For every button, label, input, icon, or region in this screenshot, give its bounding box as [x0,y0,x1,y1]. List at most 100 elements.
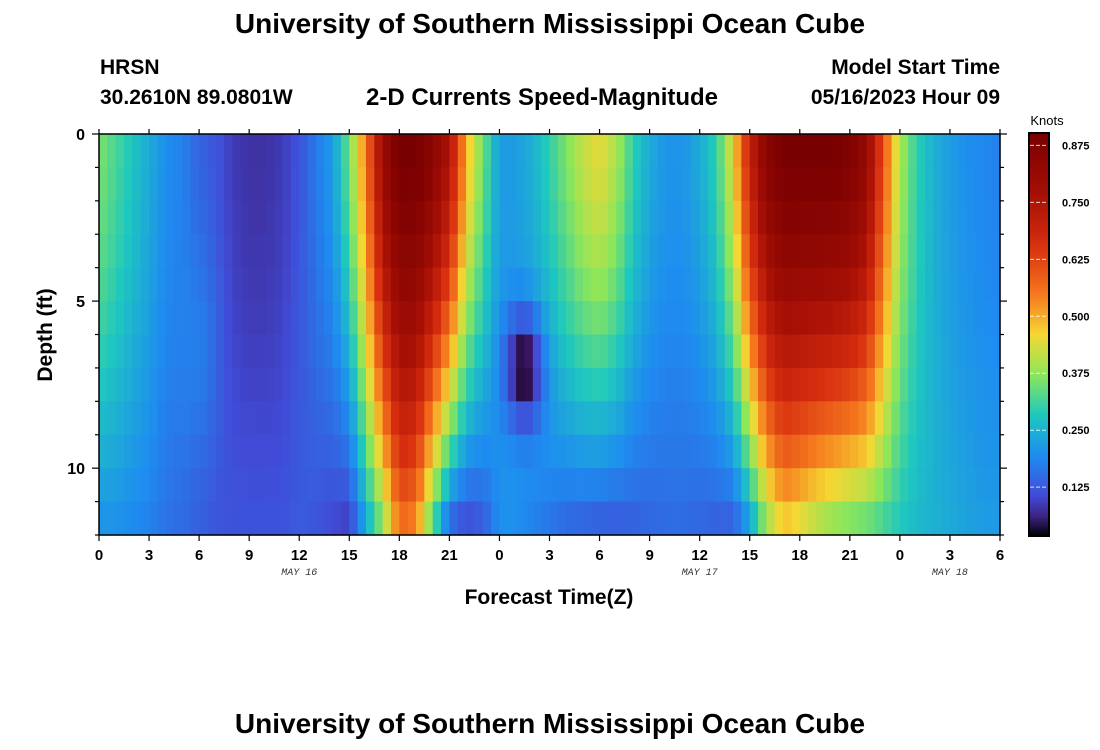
heat-cell [808,334,818,369]
heat-cell [557,134,567,169]
heat-cell [265,334,275,369]
heat-cell [466,134,476,169]
heat-cell [666,301,676,336]
heat-cell [924,501,934,536]
heat-cell [499,401,509,436]
heat-cell [858,200,868,235]
heat-cell [891,167,901,202]
heat-cell [691,367,701,402]
heat-cell [933,301,943,336]
heat-cell [883,367,893,402]
heat-cell [958,134,968,169]
heat-cell [991,267,1001,302]
heat-cell [808,167,818,202]
heat-cell [741,401,751,436]
heat-cell [382,267,392,302]
heat-cell [808,401,818,436]
heat-cell [632,200,642,235]
heat-cell [791,334,801,369]
heat-cell [374,401,384,436]
heat-cell [157,434,167,469]
heat-cell [816,334,826,369]
heat-cell [908,468,918,503]
heat-cell [491,468,501,503]
heat-cell [190,234,200,269]
heat-cell [274,134,284,169]
heat-cell [457,468,467,503]
heat-cell [457,367,467,402]
heat-cell [708,267,717,302]
heat-cell [257,301,267,336]
heat-cell [741,301,751,336]
heat-cell [783,401,793,436]
heat-cell [249,401,259,436]
heat-cell [449,234,459,269]
heat-cell [240,334,250,369]
x-tick-label: 3 [145,547,153,564]
heat-cell [382,234,392,269]
heat-cell [758,267,767,302]
heat-cell [641,367,651,402]
heat-cell [107,401,117,436]
heat-cell [424,468,434,503]
heat-cell [916,200,926,235]
heat-cell [974,267,984,302]
heat-cell [257,267,267,302]
heat-cell [649,134,659,169]
heat-cell [916,234,926,269]
heat-cell [474,468,484,503]
heat-cell [582,267,592,302]
heat-cell [499,434,509,469]
heat-cell [215,334,225,369]
heat-cell [441,301,450,336]
heat-cell [115,234,125,269]
heat-cell [974,434,984,469]
heat-cell [365,267,375,302]
heat-cell [808,200,818,235]
heat-cell [574,434,584,469]
page-title: University of Southern Mississippi Ocean… [234,8,866,39]
heat-cell [949,301,959,336]
heat-cell [524,367,534,402]
heat-cell [783,434,793,469]
heat-cell [124,167,133,202]
colorbar [1028,132,1050,537]
heat-cell [491,434,501,469]
heat-cell [374,267,384,302]
heat-cell [399,234,409,269]
heat-cell [649,301,659,336]
x-tick-label: 15 [341,547,358,564]
heat-cell [682,501,692,536]
heat-cell [816,134,826,169]
heat-cell [224,167,234,202]
heat-cell [174,434,184,469]
heat-cell [190,301,200,336]
heat-cell [399,468,409,503]
colorbar-tick-label: 0.125 [1062,482,1090,494]
heat-cell [416,334,425,369]
heat-cell [549,200,559,235]
heat-cell [357,501,367,536]
heat-cell [157,501,167,536]
heat-cell [524,167,534,202]
heat-cell [591,501,601,536]
heat-cell [641,334,651,369]
heat-cell [891,401,901,436]
station-name: HRSN [100,56,160,79]
heat-cell [424,367,434,402]
heat-cell [457,501,467,536]
heat-cell [290,301,300,336]
heat-cell [132,334,142,369]
heat-cell [357,234,367,269]
heat-cell [758,301,767,336]
heat-cell [532,468,542,503]
heat-cell [549,434,559,469]
heat-cell [507,334,517,369]
heat-cell [441,434,450,469]
heat-cell [958,334,968,369]
heat-cell [799,334,809,369]
heat-cell [299,367,309,402]
heat-cell [591,167,601,202]
heat-cell [132,501,142,536]
heat-cell [466,401,476,436]
